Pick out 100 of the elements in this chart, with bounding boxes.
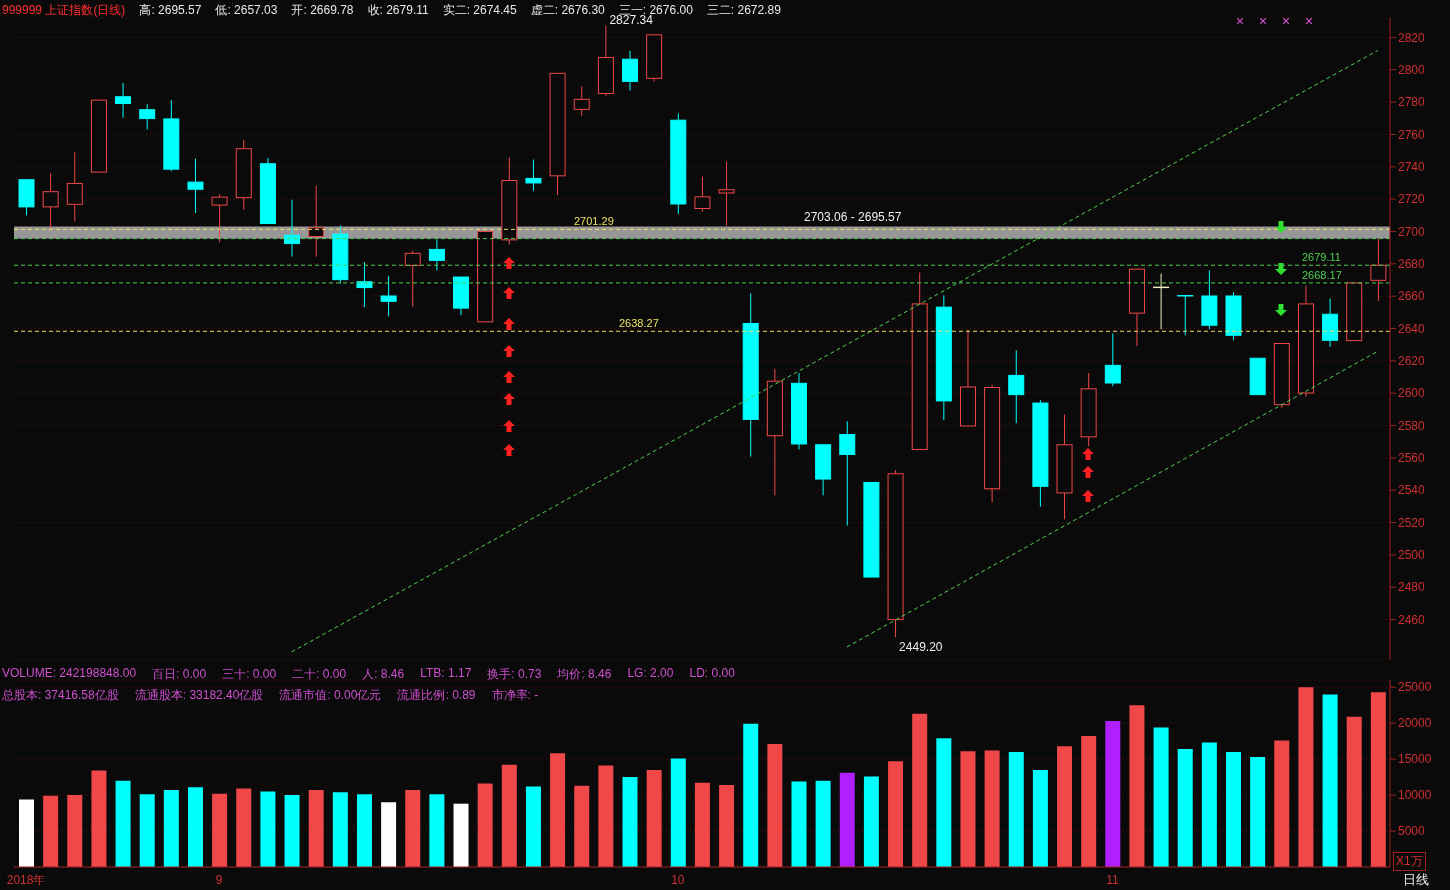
annotation: VOLUME: 242198848.00	[2, 666, 137, 682]
text: 虚二: 2676.30	[530, 2, 605, 19]
candlestick	[380, 275, 397, 317]
bar	[332, 792, 348, 867]
y-tick-label: 2580	[1398, 418, 1426, 433]
bar	[501, 764, 517, 867]
bar	[43, 795, 59, 867]
y-tick-label: 25000	[1398, 680, 1432, 695]
candlestick	[1370, 238, 1387, 302]
bar	[115, 780, 131, 867]
annotation: 流通股本: 33182.40亿股	[134, 687, 264, 704]
candlestick	[549, 72, 566, 196]
bar	[574, 785, 590, 867]
bar	[163, 790, 179, 867]
x-tick-label: 9	[215, 872, 223, 887]
y-tick-label: 2660	[1398, 289, 1426, 304]
bar	[1370, 692, 1386, 867]
bar	[91, 770, 107, 867]
bar	[19, 799, 34, 867]
bar	[815, 780, 831, 867]
y-tick-label: 2680	[1398, 257, 1426, 272]
annotation: 流通比例: 0.89	[397, 687, 476, 704]
text: 三二: 2672.89	[706, 2, 781, 19]
bar	[888, 761, 904, 867]
y-tick-label: 2740	[1398, 160, 1426, 175]
bar	[1008, 751, 1024, 867]
text: 收: 2679.11	[367, 2, 429, 19]
annotation: 百日: 0.00	[152, 666, 207, 683]
candlestick	[984, 384, 1001, 503]
x-tick-label: 2018年	[6, 872, 46, 887]
candlestick	[1056, 414, 1073, 520]
bar	[67, 795, 83, 867]
candlestick	[1249, 357, 1266, 396]
annotation: 二十: 0.00	[292, 666, 347, 683]
y-tick-label: 2500	[1398, 548, 1426, 563]
annotation: 均价: 8.46	[557, 666, 612, 683]
candlestick	[1153, 273, 1170, 330]
x-axis-title: 日线	[1403, 871, 1429, 889]
annotation: 市净率: -	[491, 687, 539, 704]
candlestick	[1346, 282, 1363, 342]
bar	[646, 769, 662, 867]
y-tick-label: 2780	[1398, 95, 1426, 110]
annotation: LG: 2.00	[627, 666, 674, 682]
candlestick	[646, 34, 663, 82]
bar	[863, 776, 879, 867]
bar	[260, 791, 276, 867]
annotation: LD: 0.00	[689, 666, 735, 682]
bar	[839, 772, 855, 867]
y-tick-label: 2600	[1398, 386, 1426, 401]
bar	[187, 787, 203, 867]
candlestick	[935, 295, 952, 421]
bar	[1201, 742, 1217, 867]
bar	[622, 777, 638, 867]
text: 实二: 2674.45	[442, 2, 517, 19]
annotation: 2449.20	[899, 640, 943, 655]
bar	[743, 723, 759, 867]
y-axis-title: X1万	[1393, 852, 1426, 871]
candlestick	[115, 82, 132, 119]
text: 低: 2657.03	[215, 2, 278, 19]
candlestick	[742, 292, 759, 458]
bar	[960, 751, 976, 867]
bar	[1129, 705, 1145, 867]
bar	[1226, 751, 1242, 867]
y-tick-label: 2720	[1398, 192, 1426, 207]
y-tick-label: 2820	[1398, 30, 1426, 45]
band-label: 2703.06 - 2695.57	[804, 209, 902, 224]
candlestick	[428, 238, 445, 271]
bar	[477, 783, 493, 867]
y-tick-label: 2460	[1398, 612, 1426, 627]
x-tick-label: 11	[1106, 872, 1119, 887]
bar	[1322, 694, 1338, 867]
bar	[1032, 769, 1048, 867]
candlestick	[284, 199, 301, 258]
candlestick	[790, 372, 807, 450]
bar	[308, 790, 324, 867]
candlestick	[573, 85, 590, 117]
y-tick-label: 2640	[1398, 321, 1426, 336]
candlestick	[1322, 297, 1339, 348]
candlestick	[308, 185, 325, 258]
bar	[1346, 716, 1362, 867]
candlestick	[1008, 349, 1025, 424]
candlestick	[187, 158, 204, 214]
bar	[1057, 746, 1073, 867]
candlestick	[1080, 372, 1097, 447]
annotation: 流通市值: 0.00亿元	[279, 687, 382, 704]
candlestick	[718, 161, 735, 227]
bar	[767, 744, 783, 867]
annotation: 总股本: 37416.58亿股	[2, 687, 119, 704]
candlestick	[66, 151, 83, 222]
bar	[1153, 727, 1169, 867]
bar	[1081, 736, 1097, 867]
candlestick	[622, 50, 639, 92]
bar	[719, 785, 735, 867]
y-tick-label: 2520	[1398, 515, 1426, 530]
bar	[356, 794, 372, 867]
bar	[550, 753, 566, 867]
bar	[1177, 749, 1193, 867]
bar	[936, 738, 952, 867]
candlestick	[90, 99, 107, 173]
candlestick	[597, 25, 614, 97]
